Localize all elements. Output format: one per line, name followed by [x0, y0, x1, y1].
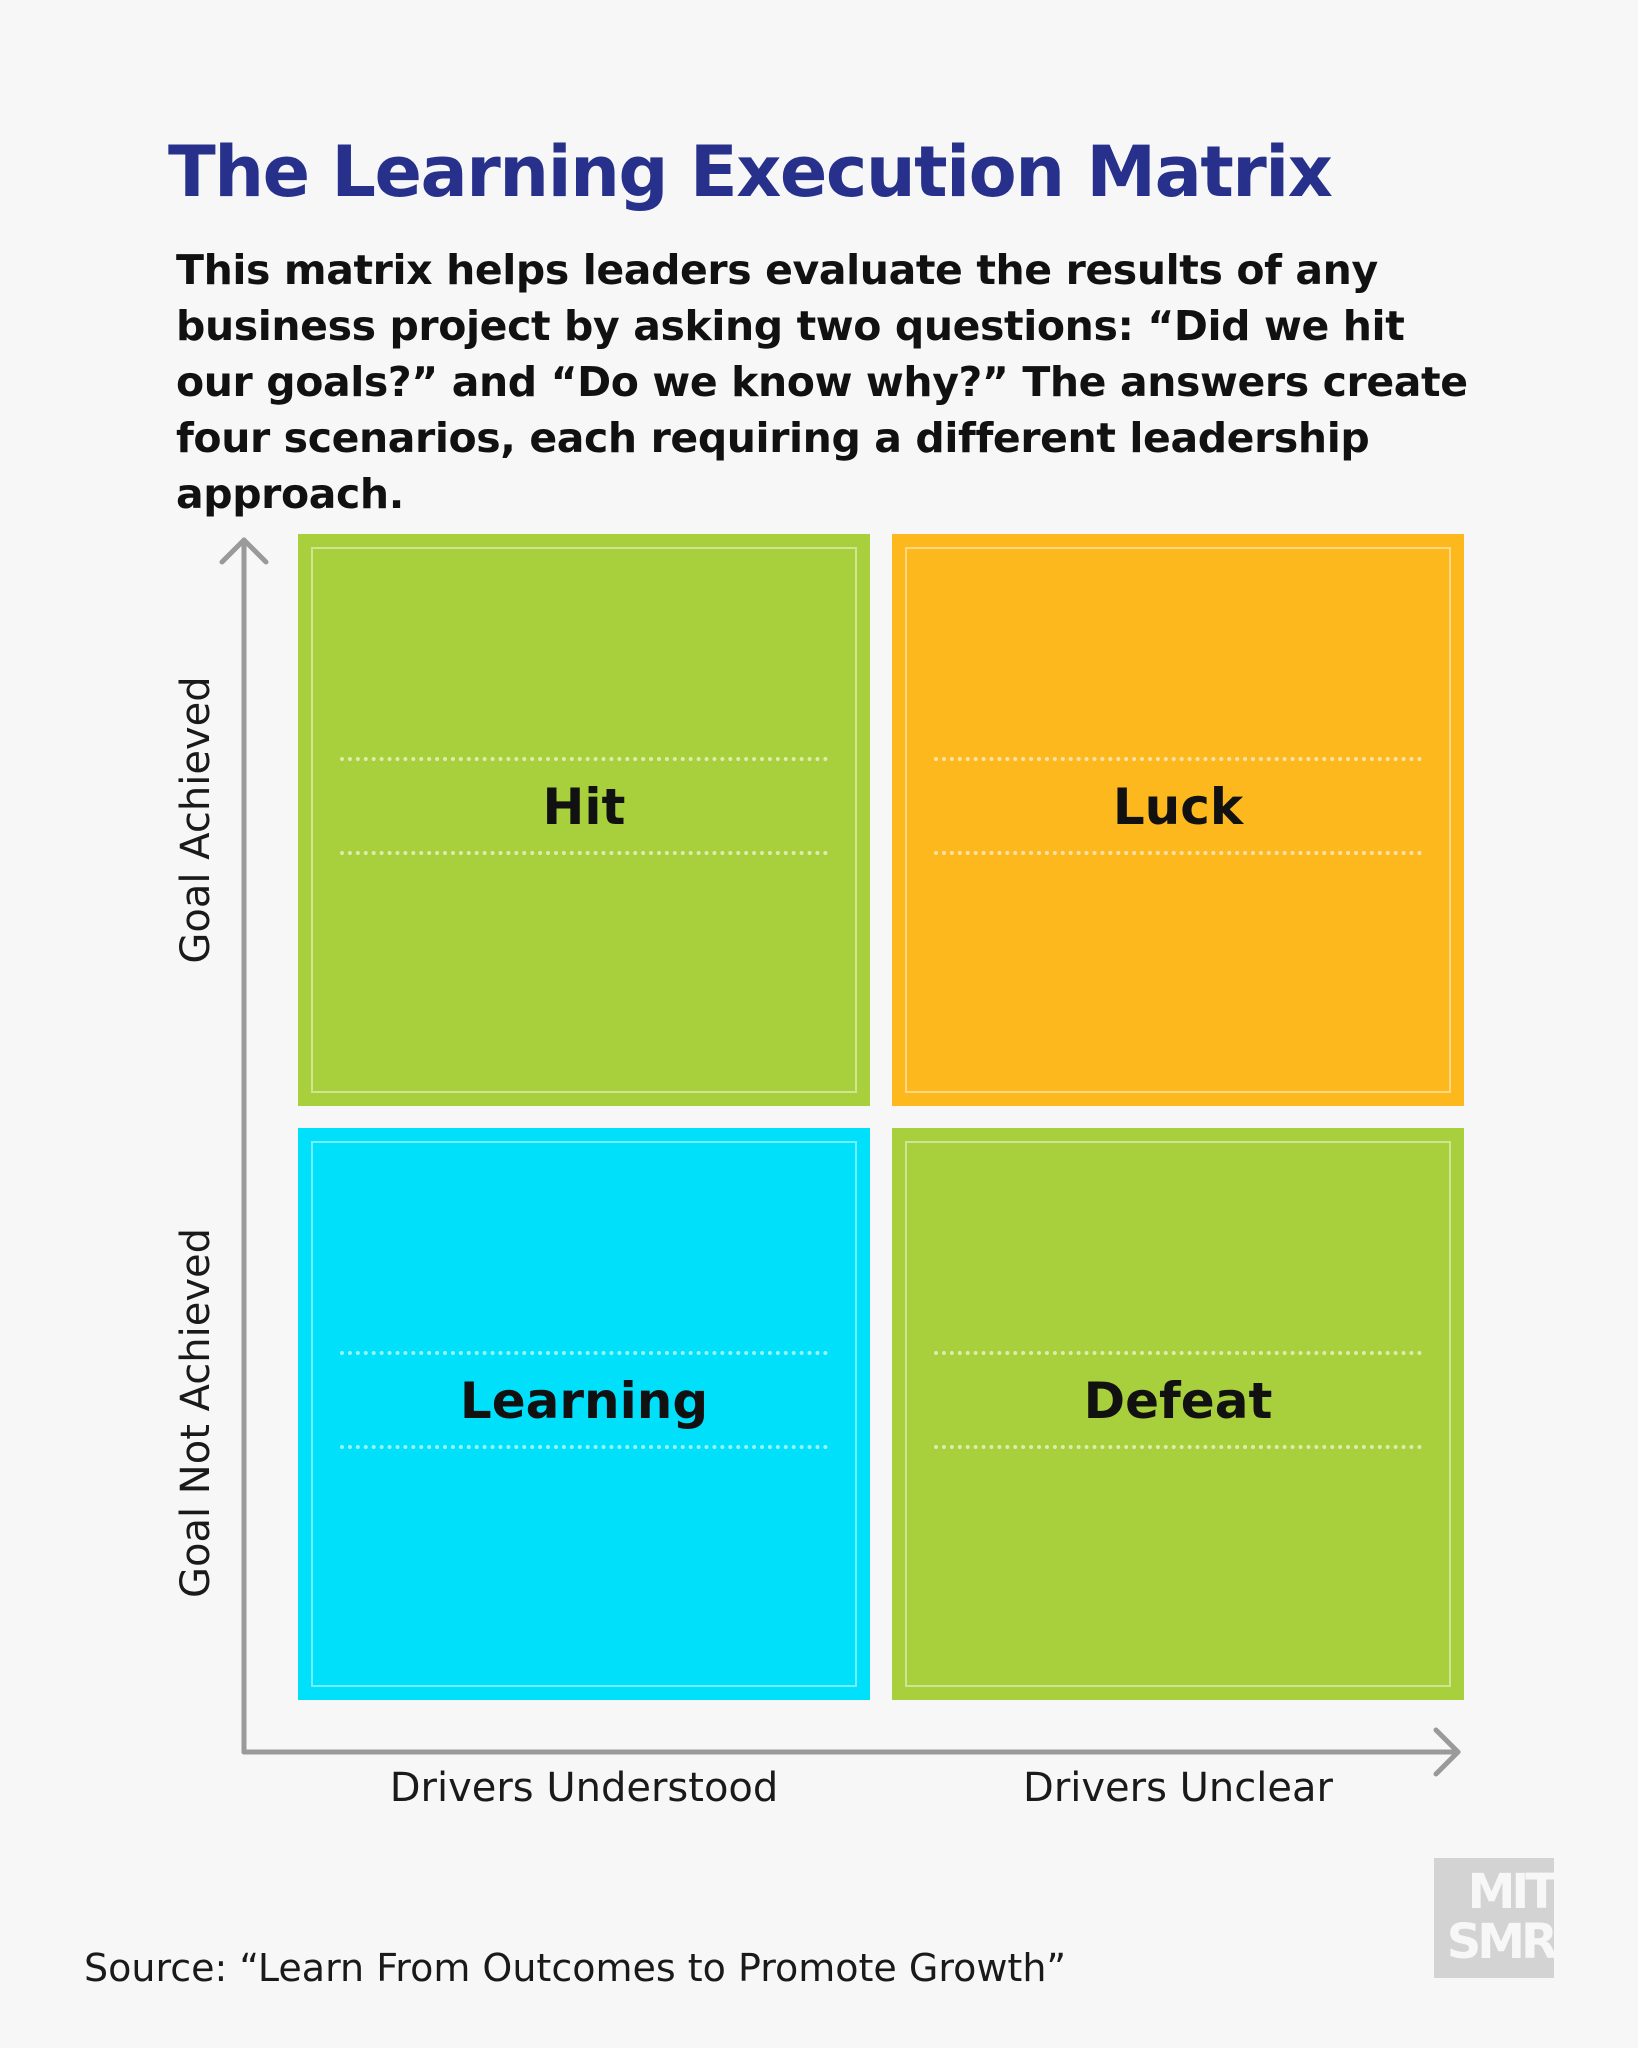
quadrant-border — [905, 547, 1451, 1093]
subtitle: This matrix helps leaders evaluate the r… — [176, 246, 1468, 518]
quadrant-label-defeat: Defeat — [1083, 1372, 1273, 1430]
quadrant-defeat: Defeat — [892, 1128, 1464, 1700]
quadrant-border — [311, 1141, 857, 1687]
x-axis-label-drivers-unclear: Drivers Unclear — [1023, 1765, 1333, 1811]
dotted-divider — [340, 851, 828, 855]
dotted-divider — [340, 1351, 828, 1355]
dotted-divider — [934, 757, 1422, 761]
quadrant-luck: Luck — [892, 534, 1464, 1106]
dotted-divider — [934, 1351, 1422, 1355]
x-axis-label-drivers-understood: Drivers Understood — [389, 1765, 779, 1811]
dotted-divider — [340, 1445, 828, 1449]
quadrant-label-learning: Learning — [459, 1372, 709, 1430]
quadrant-border — [311, 547, 857, 1093]
quadrant-label-hit: Hit — [542, 778, 626, 836]
y-axis-arrowhead — [219, 537, 269, 565]
logo-line-2: SMR — [1446, 1914, 1554, 1970]
logo-line-1: MIT — [1467, 1864, 1554, 1920]
quadrant-label-luck: Luck — [1112, 778, 1244, 836]
dotted-divider — [340, 757, 828, 761]
dotted-divider — [934, 1445, 1422, 1449]
mit-smr-logo: MIT SMR — [1434, 1858, 1554, 1978]
quadrant-border — [905, 1141, 1451, 1687]
quadrant-learning: Learning — [298, 1128, 870, 1700]
y-axis-label-goal-achieved: Goal Achieved — [173, 676, 219, 964]
quadrant-hit: Hit — [298, 534, 870, 1106]
dotted-divider — [934, 851, 1422, 855]
page-title: The Learning Execution Matrix — [168, 131, 1333, 213]
y-axis-label-goal-not-achieved: Goal Not Achieved — [173, 1228, 219, 1598]
x-axis-arrowhead — [1433, 1727, 1461, 1777]
source-note: Source: “Learn From Outcomes to Promote … — [84, 1946, 1067, 1990]
